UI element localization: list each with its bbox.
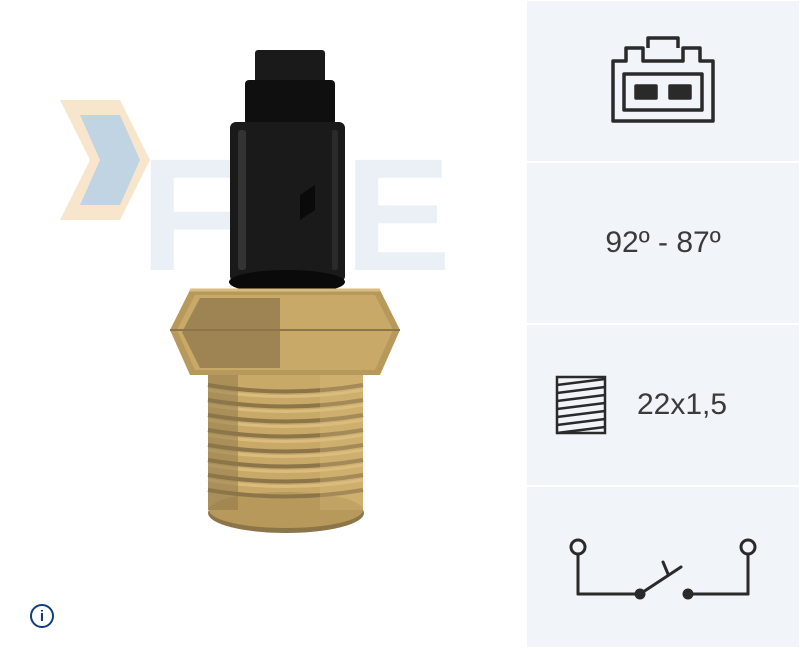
- connector-icon: [588, 26, 738, 136]
- thread-value: 22x1,5: [637, 388, 727, 422]
- info-icon-label: i: [40, 608, 44, 625]
- switch-circuit-icon: [548, 512, 778, 622]
- specs-panel: 92º - 87º 22x1,5: [526, 0, 800, 648]
- spec-thread: 22x1,5: [526, 324, 800, 486]
- thread-icon: [547, 369, 619, 441]
- info-icon[interactable]: i: [30, 604, 54, 628]
- spec-temperature: 92º - 87º: [526, 162, 800, 324]
- spec-connector: [526, 0, 800, 162]
- product-panel: FAE: [0, 0, 526, 648]
- temperature-value: 92º - 87º: [605, 226, 720, 260]
- product-image: [100, 30, 440, 560]
- spec-switch-diagram: [526, 486, 800, 648]
